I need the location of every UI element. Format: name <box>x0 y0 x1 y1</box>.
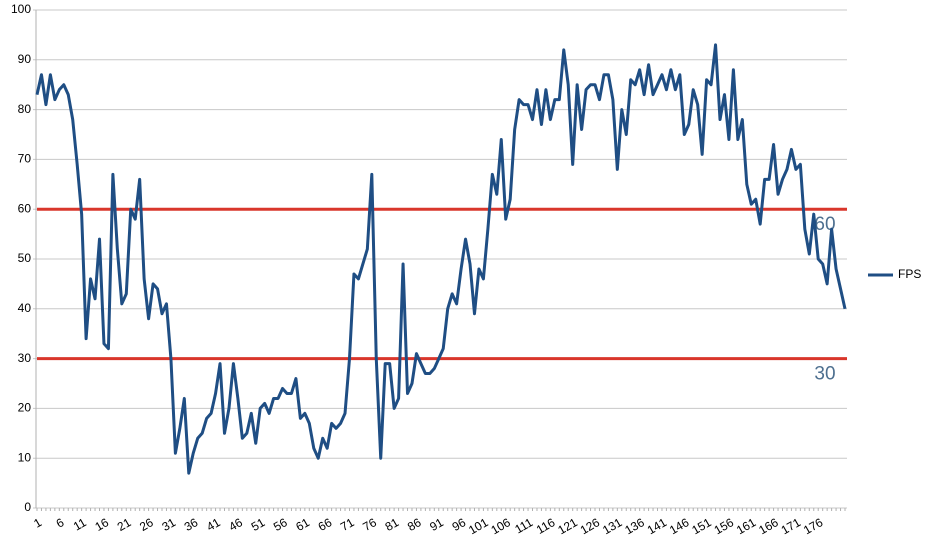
x-tick-label: 151 <box>689 515 714 537</box>
x-tick-label: 11 <box>71 515 89 534</box>
x-tick-label: 161 <box>734 515 759 537</box>
x-tick-label: 51 <box>249 515 268 534</box>
y-tick-label: 100 <box>11 2 31 16</box>
y-tick-label: 40 <box>18 301 32 315</box>
x-tick-label: 166 <box>756 515 781 537</box>
x-tick-label: 66 <box>316 515 335 534</box>
y-tick-label: 10 <box>18 450 32 464</box>
y-tick-label: 70 <box>18 152 32 166</box>
y-tick-label: 30 <box>18 351 32 365</box>
legend-label: FPS <box>898 267 921 281</box>
x-tick-label: 126 <box>578 515 603 537</box>
x-tick-label: 121 <box>555 515 580 537</box>
x-tick-label: 41 <box>204 515 223 534</box>
x-tick-label: 141 <box>645 515 670 537</box>
reference-label: 30 <box>814 364 835 385</box>
x-tick-label: 91 <box>427 515 446 534</box>
x-tick-label: 116 <box>534 515 558 537</box>
x-tick-label: 156 <box>712 515 737 537</box>
x-tick-label: 26 <box>137 515 156 534</box>
x-tick-label: 136 <box>622 515 647 537</box>
x-tick-label: 21 <box>115 515 134 534</box>
x-tick-label: 71 <box>338 515 357 534</box>
y-tick-label: 90 <box>18 52 32 66</box>
x-tick-label: 6 <box>54 515 67 531</box>
x-tick-label: 61 <box>293 515 312 534</box>
y-tick-label: 80 <box>18 102 32 116</box>
x-tick-label: 101 <box>466 515 491 537</box>
y-tick-label: 50 <box>18 251 32 265</box>
x-tick-label: 106 <box>488 515 513 537</box>
x-tick-label: 171 <box>779 515 804 537</box>
x-tick-label: 46 <box>226 515 245 534</box>
x-tick-label: 176 <box>801 515 826 537</box>
y-tick-label: 60 <box>18 201 32 215</box>
x-tick-label: 131 <box>600 515 625 537</box>
y-tick-label: 0 <box>24 500 31 514</box>
data-line <box>35 43 847 475</box>
y-tick-label: 20 <box>18 401 32 415</box>
x-tick-label: 1 <box>31 515 44 531</box>
x-tick-label: 111 <box>512 515 535 536</box>
x-tick-label: 36 <box>182 515 201 534</box>
x-tick-label: 31 <box>159 515 178 534</box>
x-tick-label: 86 <box>405 515 424 534</box>
x-tick-label: 96 <box>450 515 469 534</box>
x-tick-label: 81 <box>383 515 402 534</box>
x-tick-label: 146 <box>667 515 692 537</box>
x-tick-label: 56 <box>271 515 290 534</box>
x-tick-label: 16 <box>92 515 111 534</box>
x-tick-label: 76 <box>360 515 379 534</box>
